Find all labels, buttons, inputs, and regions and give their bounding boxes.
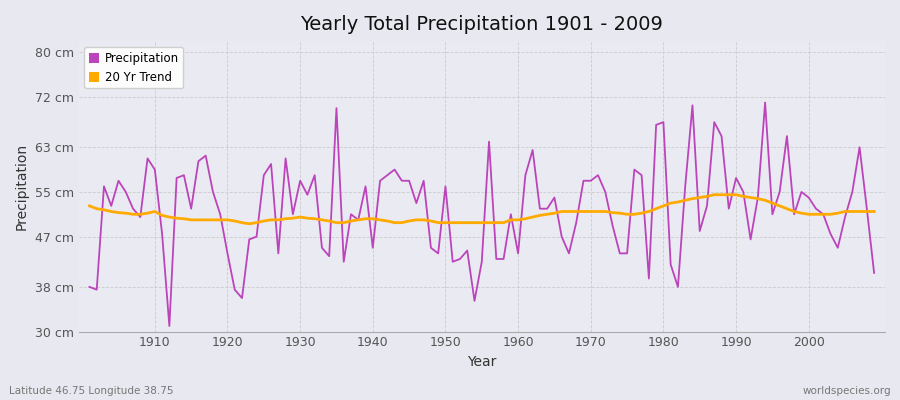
Legend: Precipitation, 20 Yr Trend: Precipitation, 20 Yr Trend [85, 47, 184, 88]
Title: Yearly Total Precipitation 1901 - 2009: Yearly Total Precipitation 1901 - 2009 [301, 15, 663, 34]
Y-axis label: Precipitation: Precipitation [15, 143, 29, 230]
Text: worldspecies.org: worldspecies.org [803, 386, 891, 396]
X-axis label: Year: Year [467, 355, 497, 369]
Text: Latitude 46.75 Longitude 38.75: Latitude 46.75 Longitude 38.75 [9, 386, 174, 396]
